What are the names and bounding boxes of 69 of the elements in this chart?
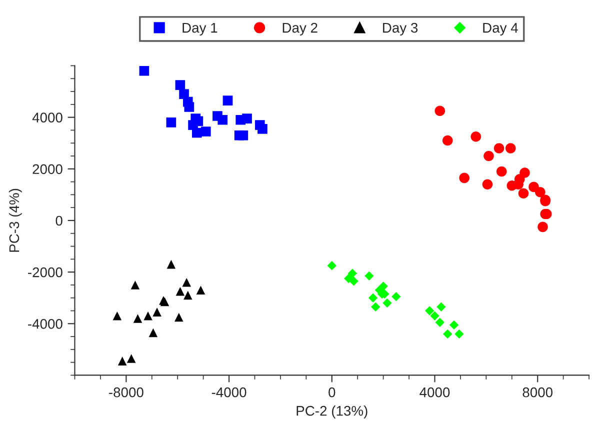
- point: [144, 312, 152, 320]
- point: [118, 356, 127, 366]
- point: [126, 354, 136, 363]
- legend-label: Day 3: [383, 22, 418, 36]
- point: [371, 302, 380, 312]
- x-axis-title: PC-2 (13%): [296, 406, 368, 418]
- point: [182, 278, 191, 287]
- point: [112, 312, 122, 320]
- point: [470, 132, 482, 142]
- point: [496, 166, 507, 177]
- point: [349, 276, 358, 286]
- point: [518, 188, 529, 199]
- point: [442, 329, 452, 339]
- y-tick-label: 0: [56, 216, 62, 226]
- legend-label: Day 2: [282, 22, 318, 36]
- point: [434, 106, 446, 116]
- point: [348, 268, 358, 278]
- x-tick-label: -8000: [109, 387, 144, 398]
- point: [184, 102, 194, 112]
- point: [449, 320, 459, 330]
- x-tick-label: 8000: [522, 387, 553, 398]
- point: [424, 306, 434, 316]
- point: [174, 312, 184, 322]
- y-tick-label: 2000: [32, 164, 62, 174]
- point: [238, 130, 248, 140]
- point: [482, 179, 493, 190]
- point: [175, 80, 186, 90]
- y-tick-label: -2000: [28, 267, 62, 278]
- legend-label: Day 1: [182, 23, 218, 36]
- point: [484, 150, 494, 162]
- x-tick-label: 4000: [420, 387, 450, 398]
- y-axis-title: PC-3 (4%): [8, 188, 22, 252]
- point: [222, 96, 233, 106]
- point: [176, 287, 185, 296]
- point: [152, 308, 162, 316]
- point: [148, 328, 158, 338]
- point: [382, 298, 392, 308]
- point: [368, 293, 378, 302]
- point: [435, 318, 444, 327]
- point: [505, 143, 516, 154]
- point: [200, 126, 211, 136]
- point: [166, 118, 176, 128]
- point: [494, 143, 504, 154]
- point: [133, 314, 142, 323]
- point: [454, 329, 464, 339]
- point: [442, 135, 453, 146]
- point: [192, 128, 202, 138]
- point: [436, 302, 446, 312]
- y-tick-label: -4000: [28, 318, 62, 329]
- x-tick-label: -4000: [212, 387, 246, 398]
- point: [184, 290, 192, 300]
- point: [327, 261, 336, 270]
- point: [538, 222, 548, 232]
- point: [130, 280, 140, 290]
- point: [513, 179, 524, 190]
- point: [459, 172, 470, 184]
- point: [196, 286, 206, 295]
- point: [139, 66, 150, 76]
- point: [364, 271, 374, 281]
- y-tick-label: 4000: [32, 112, 62, 122]
- point: [430, 311, 440, 321]
- legend-label: Day 4: [483, 23, 518, 36]
- point: [242, 114, 252, 124]
- point: [258, 124, 268, 134]
- point: [535, 186, 546, 198]
- point: [218, 114, 228, 125]
- point: [392, 292, 401, 302]
- point: [166, 260, 176, 269]
- x-tick-label: 0: [328, 387, 336, 398]
